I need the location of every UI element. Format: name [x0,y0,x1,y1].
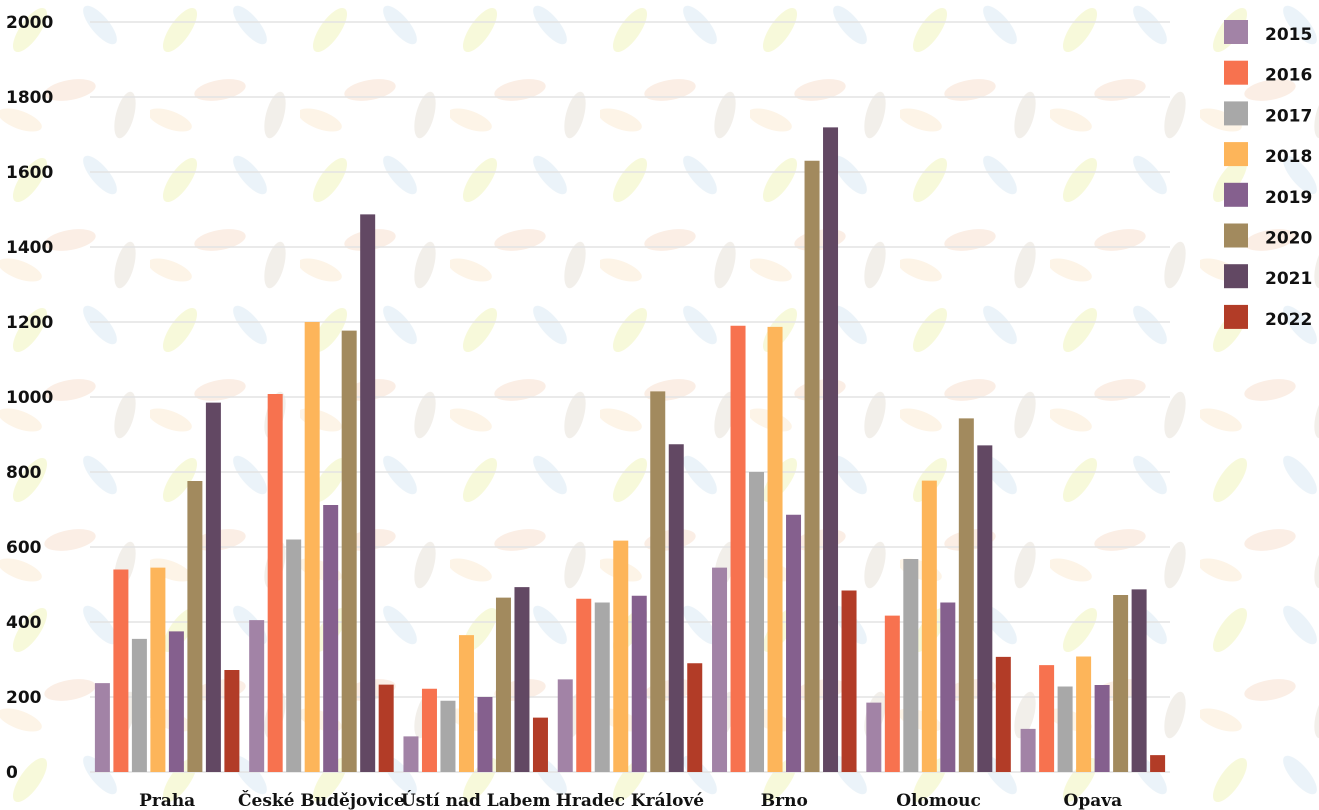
y-tick-label: 600 [6,538,42,558]
x-category-label: Praha [139,791,195,810]
bar-2020 [187,481,202,772]
bar-2019 [632,596,647,772]
bar-2020 [342,331,357,772]
bar-2018 [305,322,320,772]
bar-2020 [959,418,974,772]
legend-swatch [1224,224,1248,248]
bar-2021 [823,127,838,772]
legend-label: 2022 [1265,310,1312,330]
legend-label: 2018 [1265,147,1312,167]
bar-2022 [996,657,1011,772]
bar-2016 [576,599,591,772]
bar-2016 [1039,665,1054,772]
bar-2019 [786,515,801,772]
legend-swatch [1224,20,1248,44]
bar-2015 [866,703,881,772]
legend-swatch [1224,142,1248,166]
bar-2015 [249,620,264,772]
legend-label: 2016 [1265,66,1312,86]
y-tick-label: 1400 [6,238,53,258]
bar-2015 [95,683,110,772]
bar-2022 [224,670,239,772]
legend-label: 2017 [1265,106,1312,126]
bar-2022 [379,685,394,772]
legend-label: 2021 [1265,269,1312,289]
bar-2019 [477,697,492,772]
x-category-label: Opava [1064,791,1123,810]
x-category-label: Brno [761,791,808,810]
y-tick-label: 800 [6,463,42,483]
bar-2017 [595,603,610,773]
bar-2018 [459,635,474,772]
legend-swatch [1224,183,1248,207]
bar-2021 [977,445,992,772]
bar-2017 [749,472,764,772]
bar-2017 [440,701,455,772]
bar-2015 [1021,729,1036,772]
bar-2022 [1150,755,1165,772]
legend-swatch [1224,305,1248,329]
x-category-label: Ústí nad Labem [401,790,550,810]
y-tick-label: 1000 [6,388,53,408]
y-tick-label: 1800 [6,88,53,108]
bar-2019 [169,631,184,772]
bar-2021 [669,444,684,772]
bar-2019 [1095,685,1110,772]
bar-2021 [1132,589,1147,772]
bar-2019 [940,603,955,773]
bar-2017 [132,639,147,772]
legend-label: 2015 [1265,25,1312,45]
bar-2019 [323,505,338,772]
bar-2016 [422,689,437,772]
bar-2018 [922,481,937,772]
y-tick-label: 400 [6,613,42,633]
bar-2017 [286,540,301,773]
bar-2015 [712,568,727,772]
x-category-label: Hradec Králové [556,791,704,810]
bar-2016 [885,616,900,772]
bar-2022 [842,591,857,773]
bar-2021 [514,587,529,772]
bar-2016 [268,394,283,772]
bar-2018 [1076,657,1091,773]
bar-2015 [558,679,573,772]
legend-swatch [1224,264,1248,288]
x-category-label: Olomouc [896,791,981,810]
bar-2021 [360,214,375,772]
bar-2018 [613,541,628,772]
legend-label: 2019 [1265,188,1312,208]
bar-2020 [650,391,665,772]
bar-2022 [687,663,702,772]
y-tick-label: 1600 [6,163,53,183]
bar-2016 [731,326,746,772]
y-tick-label: 0 [6,763,18,783]
bar-2016 [113,570,128,773]
bar-2017 [1058,687,1073,773]
bar-2018 [150,568,165,772]
y-tick-label: 200 [6,688,42,708]
bar-2022 [533,718,548,772]
legend-swatch [1224,101,1248,125]
bar-2020 [1113,595,1128,772]
bar-2020 [496,598,511,772]
legend-swatch [1224,61,1248,85]
x-category-label: České Budějovice [238,790,405,810]
bar-2020 [805,161,820,772]
y-tick-label: 2000 [6,13,53,33]
y-tick-label: 1200 [6,313,53,333]
bar-2018 [768,327,783,772]
bar-2017 [903,559,918,772]
bar-2015 [403,736,418,772]
bar-2021 [206,403,221,772]
legend-label: 2020 [1265,229,1312,249]
